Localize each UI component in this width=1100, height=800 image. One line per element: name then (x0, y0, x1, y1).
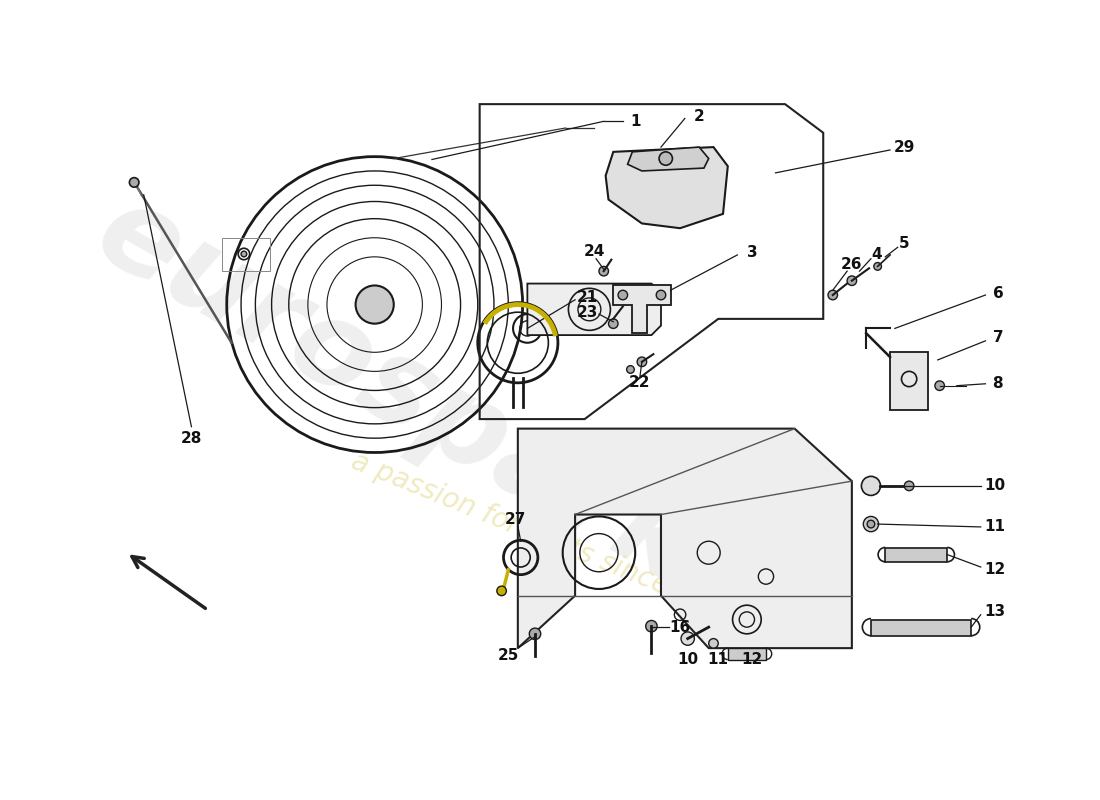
Text: 29: 29 (893, 139, 915, 154)
Polygon shape (886, 548, 947, 562)
Text: 24: 24 (583, 244, 605, 258)
Circle shape (904, 481, 914, 490)
Text: 2: 2 (694, 109, 704, 124)
Text: 6: 6 (992, 286, 1003, 301)
Text: 21: 21 (576, 290, 598, 306)
Circle shape (867, 520, 875, 528)
Circle shape (935, 381, 945, 390)
Circle shape (657, 290, 665, 300)
Circle shape (600, 266, 608, 276)
Circle shape (497, 586, 506, 596)
Circle shape (681, 632, 694, 646)
Circle shape (861, 476, 880, 495)
Text: 5: 5 (899, 236, 910, 251)
Text: eurosparkes: eurosparkes (77, 174, 845, 683)
Circle shape (637, 357, 647, 366)
Text: 10: 10 (678, 652, 698, 667)
Text: 12: 12 (984, 562, 1005, 578)
Polygon shape (527, 283, 661, 335)
Polygon shape (606, 147, 728, 228)
Text: 11: 11 (707, 652, 728, 667)
Text: 23: 23 (576, 305, 598, 320)
Circle shape (627, 366, 635, 374)
Circle shape (659, 152, 672, 166)
Circle shape (241, 251, 246, 257)
Text: 16: 16 (670, 620, 691, 634)
Text: 26: 26 (842, 257, 862, 272)
Polygon shape (614, 286, 671, 333)
Circle shape (847, 276, 857, 286)
Circle shape (828, 290, 837, 300)
Text: 13: 13 (984, 604, 1005, 619)
Circle shape (646, 621, 657, 632)
Circle shape (355, 286, 394, 324)
Circle shape (569, 322, 582, 335)
Polygon shape (890, 352, 928, 410)
Circle shape (618, 290, 628, 300)
Text: 1: 1 (630, 114, 640, 129)
Text: 28: 28 (180, 430, 202, 446)
Polygon shape (728, 648, 766, 659)
Text: a passion for parts since 1985: a passion for parts since 1985 (346, 447, 746, 630)
Text: 10: 10 (984, 478, 1005, 494)
Text: 8: 8 (992, 376, 1003, 391)
Circle shape (608, 319, 618, 329)
Circle shape (873, 262, 881, 270)
Circle shape (708, 638, 718, 648)
Text: 3: 3 (747, 245, 758, 259)
Text: 4: 4 (871, 247, 882, 262)
Text: 7: 7 (992, 330, 1003, 346)
Text: 22: 22 (629, 375, 651, 390)
Text: 25: 25 (497, 648, 519, 663)
Circle shape (529, 628, 541, 639)
Text: 12: 12 (741, 652, 762, 667)
Circle shape (864, 517, 879, 532)
Text: 11: 11 (984, 519, 1005, 534)
Polygon shape (871, 619, 971, 636)
Circle shape (130, 178, 139, 187)
Text: 27: 27 (505, 512, 527, 526)
Polygon shape (628, 147, 708, 171)
Polygon shape (518, 429, 851, 648)
